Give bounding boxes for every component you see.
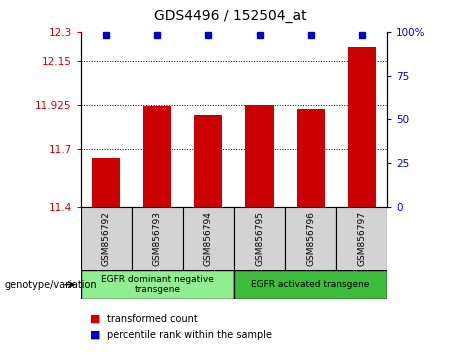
Text: GSM856795: GSM856795 <box>255 211 264 267</box>
Text: GSM856796: GSM856796 <box>306 211 315 267</box>
Bar <box>234 207 285 271</box>
Text: transformed count: transformed count <box>107 314 198 324</box>
Text: percentile rank within the sample: percentile rank within the sample <box>107 330 272 339</box>
Text: EGFR dominant negative
transgene: EGFR dominant negative transgene <box>101 275 214 294</box>
Bar <box>285 207 336 271</box>
Text: GSM856793: GSM856793 <box>153 211 162 267</box>
Text: EGFR activated transgene: EGFR activated transgene <box>251 280 370 289</box>
Bar <box>234 270 387 299</box>
Text: GSM856794: GSM856794 <box>204 211 213 267</box>
Text: genotype/variation: genotype/variation <box>5 280 97 290</box>
Bar <box>195 115 223 207</box>
Bar <box>81 270 234 299</box>
Bar <box>336 207 387 271</box>
Bar <box>81 207 132 271</box>
Text: GDS4496 / 152504_at: GDS4496 / 152504_at <box>154 9 307 23</box>
Bar <box>296 109 325 207</box>
Bar <box>348 47 376 207</box>
Bar <box>132 207 183 271</box>
Text: GSM856797: GSM856797 <box>357 211 366 267</box>
Text: ■: ■ <box>90 330 100 339</box>
Bar <box>143 106 171 207</box>
Bar <box>92 158 120 207</box>
Bar <box>183 207 234 271</box>
Text: GSM856792: GSM856792 <box>102 211 111 267</box>
Bar <box>245 105 273 207</box>
Text: ■: ■ <box>90 314 100 324</box>
